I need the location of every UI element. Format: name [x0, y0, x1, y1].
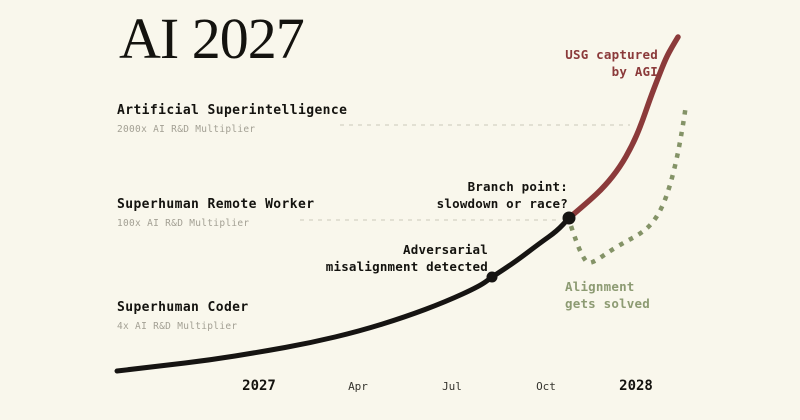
milestone-multiplier: 2000x AI R&D Multiplier: [117, 124, 256, 135]
annotation-adversarial-misalignment: Adversarial misalignment detected: [326, 241, 488, 275]
milestone-artificial-superintelligence: Artificial Superintelligence 2000x AI R&…: [117, 103, 347, 135]
curve-race-ending-usg-captured-by-agi: [566, 34, 681, 221]
annotation-alignment-gets-solved: Alignment gets solved: [565, 278, 650, 312]
annotation-usg-captured-by-agi: USG captured by AGI: [565, 46, 658, 80]
curve-slowdown-ending-alignment-gets-solved: [568, 103, 689, 265]
milestone-superhuman-coder: Superhuman Coder 4x AI R&D Multiplier: [117, 300, 249, 332]
milestone-multiplier: 4x AI R&D Multiplier: [117, 321, 238, 332]
x-axis-tick-jul: Jul: [442, 380, 462, 393]
x-axis-tick-apr: Apr: [348, 380, 368, 393]
x-axis-tick-2027: 2027: [242, 378, 276, 394]
event-marker: [486, 271, 498, 283]
milestone-label: Artificial Superintelligence: [117, 103, 348, 118]
event-marker: [562, 211, 576, 225]
annotation-line: Alignment: [565, 279, 635, 294]
annotation-line: slowdown or race?: [436, 196, 568, 211]
x-axis-tick-2028: 2028: [619, 378, 653, 394]
milestone-multiplier: 100x AI R&D Multiplier: [117, 218, 250, 229]
annotation-line: gets solved: [565, 296, 650, 311]
milestone-label: Superhuman Remote Worker: [117, 197, 315, 212]
annotation-line: Branch point:: [467, 179, 568, 194]
milestone-label: Superhuman Coder: [117, 300, 249, 315]
curve-ai-capability-progression: [114, 215, 572, 374]
x-axis-tick-oct: Oct: [536, 380, 556, 393]
page-title: AI 2027: [119, 6, 305, 71]
milestone-superhuman-remote-worker: Superhuman Remote Worker 100x AI R&D Mul…: [117, 197, 314, 229]
annotation-line: misalignment detected: [325, 259, 488, 274]
annotation-line: USG captured: [565, 47, 658, 62]
annotation-line: Adversarial: [403, 242, 488, 257]
annotation-line: by AGI: [611, 64, 658, 79]
annotation-branch-point: Branch point: slowdown or race?: [437, 178, 568, 212]
